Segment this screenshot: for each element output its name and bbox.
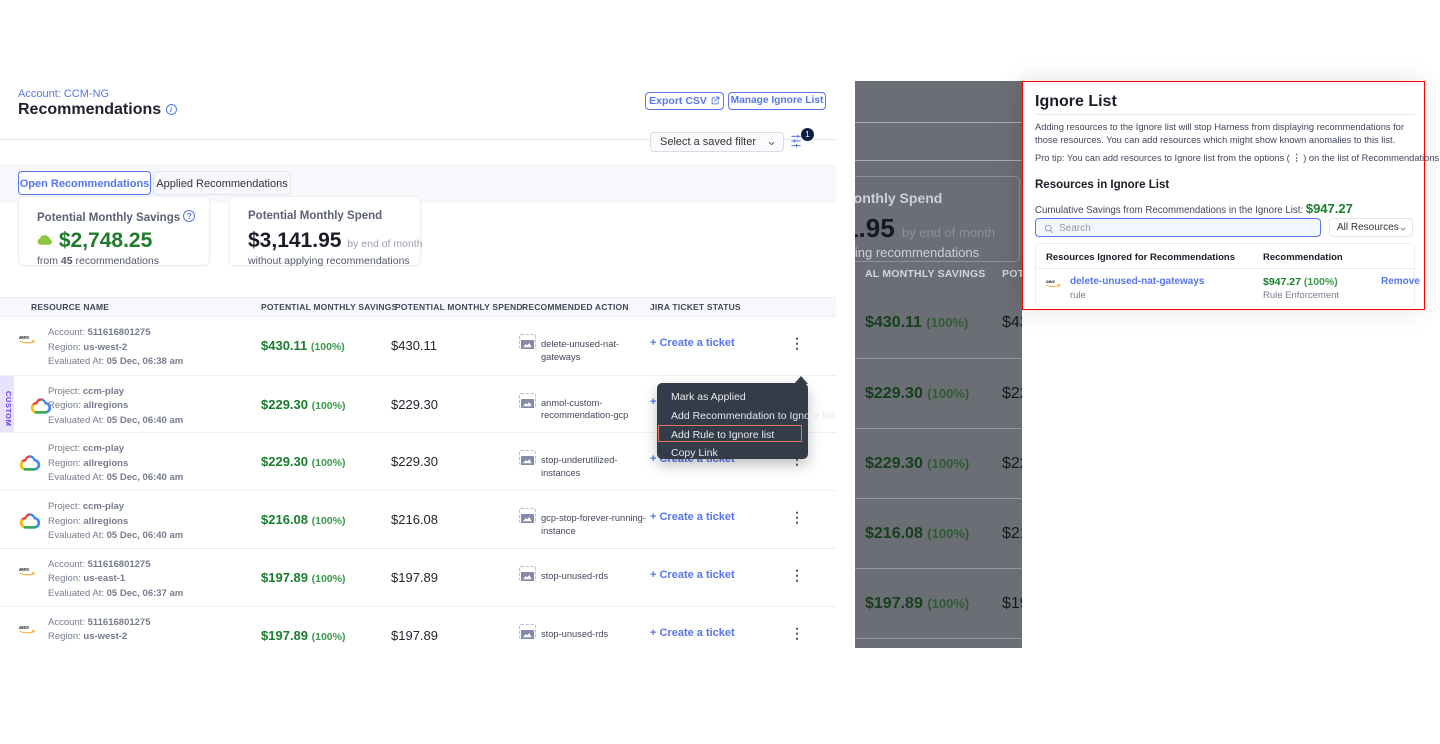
svg-text:aws: aws	[19, 567, 29, 573]
svg-text:aws: aws	[19, 335, 29, 341]
svg-text:aws: aws	[1046, 280, 1055, 285]
svg-text:aws: aws	[19, 625, 29, 631]
